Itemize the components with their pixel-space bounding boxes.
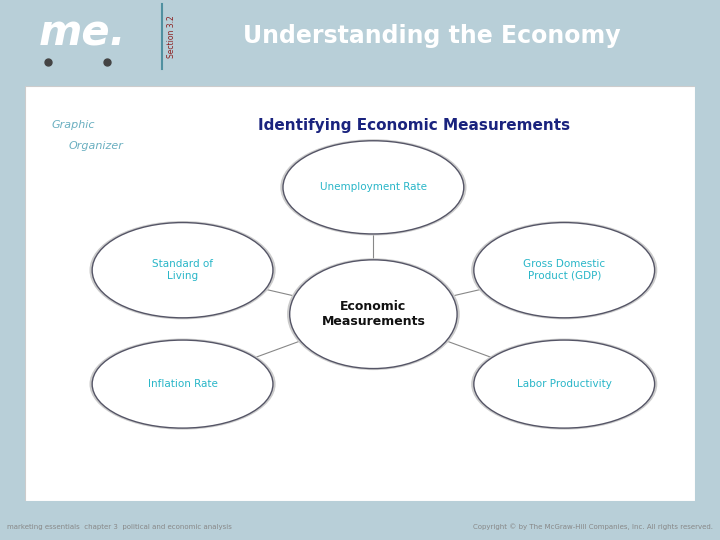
Text: Economic
Measurements: Economic Measurements xyxy=(321,300,426,328)
Text: Unemployment Rate: Unemployment Rate xyxy=(320,183,427,192)
Ellipse shape xyxy=(92,222,273,318)
Ellipse shape xyxy=(89,339,276,430)
Ellipse shape xyxy=(89,221,276,319)
FancyBboxPatch shape xyxy=(25,86,695,501)
Text: Graphic: Graphic xyxy=(52,120,96,130)
Text: marketing essentials  chapter 3  political and economic analysis: marketing essentials chapter 3 political… xyxy=(7,524,232,530)
Text: Organizer: Organizer xyxy=(68,141,124,151)
Text: me.: me. xyxy=(39,12,127,55)
Text: Gross Domestic
Product (GDP): Gross Domestic Product (GDP) xyxy=(523,259,606,281)
Text: Identifying Economic Measurements: Identifying Economic Measurements xyxy=(258,118,570,133)
Ellipse shape xyxy=(471,339,657,430)
Text: Labor Productivity: Labor Productivity xyxy=(517,379,612,389)
Ellipse shape xyxy=(289,260,457,369)
Ellipse shape xyxy=(474,222,654,318)
Text: Standard of
Living: Standard of Living xyxy=(152,259,213,281)
Ellipse shape xyxy=(280,139,467,235)
Text: Copyright © by The McGraw-Hill Companies, Inc. All rights reserved.: Copyright © by The McGraw-Hill Companies… xyxy=(473,524,713,530)
Text: Section 3.2: Section 3.2 xyxy=(167,15,176,58)
Text: Inflation Rate: Inflation Rate xyxy=(148,379,217,389)
Ellipse shape xyxy=(92,340,273,428)
Ellipse shape xyxy=(474,340,654,428)
Ellipse shape xyxy=(287,258,460,370)
Ellipse shape xyxy=(283,141,464,234)
Text: Understanding the Economy: Understanding the Economy xyxy=(243,24,621,49)
Ellipse shape xyxy=(471,221,657,319)
